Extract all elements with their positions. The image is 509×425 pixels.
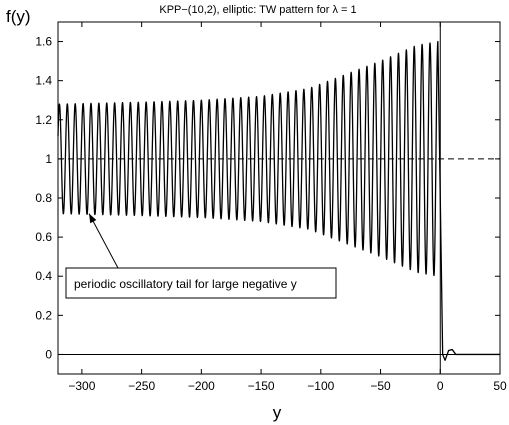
x-tick-label: −250 [128, 379, 155, 393]
x-tick-label: −100 [307, 379, 334, 393]
x-tick-label: −200 [188, 379, 215, 393]
x-axis-label: y [273, 403, 282, 422]
annotation-arrowhead [89, 213, 97, 224]
x-axis-ticks: −300 −250 −200 −150 −100 −50 0 50 [68, 22, 507, 393]
y-tick-label: 0.6 [35, 230, 52, 244]
annotation-arrow [88, 213, 119, 269]
y-tick-label: 0.2 [35, 308, 52, 322]
x-tick-label: 0 [437, 379, 444, 393]
y-tick-label: 0.8 [35, 191, 52, 205]
annotation-box [65, 267, 337, 299]
annotation-text: periodic oscillatory tail for large nega… [74, 277, 297, 291]
y-tick-label: 0.4 [35, 269, 52, 283]
y-axis-label: f(y) [6, 7, 31, 26]
y-tick-label: 1.2 [35, 113, 52, 127]
x-tick-label: −150 [248, 379, 275, 393]
series-line [57, 40, 500, 361]
reference-lines [58, 22, 500, 374]
plot-area [57, 21, 501, 375]
annotation: periodic oscillatory tail for large nega… [65, 213, 337, 299]
x-tick-label: −50 [370, 379, 391, 393]
x-tick-label: 50 [493, 379, 507, 393]
x-tick-label: −300 [68, 379, 95, 393]
chart-title: KPP−(10,2), elliptic: TW pattern for λ =… [159, 4, 356, 16]
y-tick-label: 0 [45, 347, 52, 361]
y-tick-label: 1.6 [35, 35, 52, 49]
y-axis-ticks: 0 0.2 0.4 0.6 0.8 1 1.2 1.4 1.6 [35, 35, 500, 361]
y-tick-label: 1 [45, 152, 52, 166]
y-tick-label: 1.4 [35, 74, 52, 88]
